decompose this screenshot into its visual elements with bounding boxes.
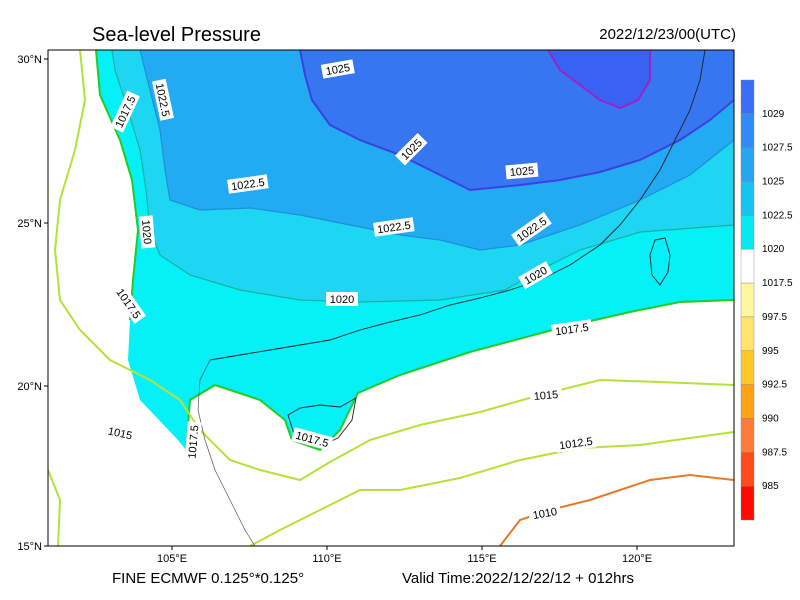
lat-tick: 30°N [17,54,42,66]
colorbar-tick-label: 992.5 [762,380,787,391]
lon-axis: 105°E 110°E 115°E 120°E [157,546,652,565]
isobar-1020 [111,50,734,303]
colorbar-tick-label: 997.5 [762,312,787,323]
valid-time-label: Valid Time:2022/12/22/12 + 012hrs [402,570,634,587]
isobar-label: 1015 [533,389,558,403]
colorbar-swatch [740,384,755,419]
isobar-1012-5 [249,431,734,546]
colorbar-tick-label: 985 [762,481,779,492]
pressure-band-1027 [548,50,650,108]
model-label: FINE ECMWF 0.125°*0.125° [112,570,305,587]
colorbar-swatch [740,113,755,148]
colorbar-tick-label: 1025 [762,177,785,188]
isobar-label: 1020 [330,294,354,306]
isobar-label: 1017.5 [555,322,590,339]
colorbar-swatch [740,249,755,284]
taiwan-island [649,237,671,286]
lat-tick: 20°N [17,381,42,393]
lon-tick: 120°E [622,553,652,565]
colorbar-tick-label: 995 [762,346,779,357]
colorbar-tick-label: 990 [762,413,779,424]
colorbar-tick-label: 1022.5 [762,210,793,221]
colorbar: 1029 1027.5 1025 1022.5 1020 1017.5 997.5 995 99… [740,79,793,521]
colorbar-tick-label: 1027.5 [762,143,793,154]
isobar-label: 1012.5 [559,436,594,453]
colorbar-tick-label: 1020 [762,244,785,255]
isobar-label: 1025 [325,62,351,78]
colorbar-swatch [740,215,755,250]
map-title: Sea-level Pressure [92,24,261,46]
isobar-1027-5 [547,50,651,110]
isobar-label: 1022.5 [377,220,412,237]
isobar-1017-5 [185,299,734,452]
colorbar-tick-label: 987.5 [762,447,787,458]
lon-tick: 110°E [312,553,341,565]
indochina-coast [197,359,256,546]
isobar-1010 [499,473,734,546]
colorbar-swatch [740,350,755,385]
colorbar-swatch [740,181,755,216]
colorbar-tick-label: 1017.5 [762,278,793,289]
isobar-1017-5-west [95,50,140,321]
isobar-label: 1015 [107,426,133,443]
colorbar-swatch [740,147,755,182]
colorbar-swatch [740,485,755,521]
colorbar-swatch [740,316,755,351]
isobar-label: 1020 [139,219,153,244]
isobar-labels: 1025 1022.5 1017.5 1025 1022.5 1025 1020… [103,59,597,523]
colorbar-swatch [740,418,755,453]
lat-axis: 30°N 25°N 20°N 15°N [17,54,48,553]
isobar-label: 1022.5 [231,177,266,194]
isobar-label: 1017.5 [187,425,202,460]
isobar-label: 1010 [532,506,558,522]
lon-tick: 115°E [467,553,496,565]
coastline [209,50,706,361]
isobar-1012-5-south [48,469,62,546]
plot-frame [47,49,735,547]
lon-tick: 105°E [157,553,187,565]
isobar-1025 [299,50,734,192]
lat-tick: 15°N [17,541,42,553]
isobar-label: 1025 [509,165,534,179]
colorbar-swatch [740,79,755,115]
isobar-1015 [53,50,734,482]
colorbar-swatch [740,452,755,487]
map-plot-area: 1025 1022.5 1017.5 1025 1022.5 1025 1020… [48,50,734,546]
isobar-1022-5 [139,50,734,251]
lat-tick: 25°N [17,218,42,230]
colorbar-tick-label: 1029 [762,109,785,120]
colorbar-swatch [740,282,755,318]
valid-time-utc: 2022/12/23/00(UTC) [599,26,736,43]
